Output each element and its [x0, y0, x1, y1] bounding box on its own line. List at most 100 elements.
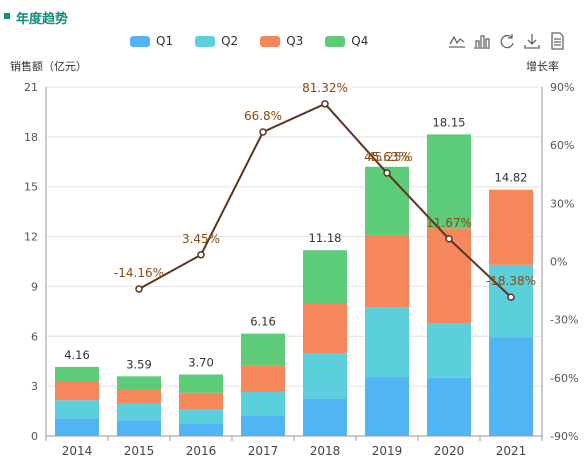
y-axis-title: 销售额（亿元） — [10, 59, 87, 73]
legend-item-q3[interactable]: Q3 — [260, 34, 303, 48]
y2-tick-label: 30% — [550, 197, 574, 210]
bar-q4[interactable] — [303, 250, 347, 304]
bar-q1[interactable] — [427, 377, 471, 436]
growth-rate-label: 45.63% — [364, 150, 410, 164]
growth-rate-label: -18.38% — [486, 274, 536, 288]
bar-chart-icon[interactable] — [473, 32, 491, 50]
bar-q4[interactable] — [365, 166, 409, 235]
legend-label-q4: Q4 — [351, 34, 369, 48]
growth-rate-label: 66.8% — [244, 109, 282, 123]
legend-item-q2[interactable]: Q2 — [195, 34, 238, 48]
bar-q3[interactable] — [365, 234, 409, 308]
bar-q1[interactable] — [55, 418, 99, 436]
y-tick-label: 15 — [24, 181, 38, 194]
bar-q2[interactable] — [303, 353, 347, 399]
bar-q3[interactable] — [241, 365, 285, 392]
growth-rate-label: 11.67% — [426, 216, 472, 230]
x-tick-label: 2014 — [62, 444, 93, 458]
y2-tick-label: -60% — [550, 372, 578, 385]
legend-swatch-q2 — [195, 35, 216, 47]
bar-q1[interactable] — [303, 398, 347, 436]
x-tick-label: 2018 — [310, 444, 341, 458]
y2-tick-label: 60% — [550, 139, 574, 152]
x-tick-label: 2021 — [496, 444, 527, 458]
legend-label-q1: Q1 — [156, 34, 174, 48]
total-label: 3.70 — [188, 356, 214, 370]
growth-rate-point[interactable] — [259, 128, 267, 136]
legend-swatch-q1 — [130, 35, 150, 47]
growth-rate-point[interactable] — [507, 293, 515, 301]
growth-rate-point[interactable] — [445, 235, 453, 243]
bar-q1[interactable] — [117, 420, 161, 436]
y-tick-label: 0 — [31, 430, 38, 443]
y-tick-label: 6 — [31, 330, 38, 343]
bar-q3[interactable] — [179, 392, 223, 410]
bar-q2[interactable] — [365, 307, 409, 378]
legend: Q1 Q2 Q3 Q4 — [130, 33, 368, 49]
legend-item-q4[interactable]: Q4 — [325, 34, 368, 48]
x-tick-label: 2015 — [124, 444, 155, 458]
legend-label-q2: Q2 — [221, 34, 239, 48]
y-tick-label: 9 — [31, 280, 38, 293]
bar-q3[interactable] — [427, 228, 471, 324]
growth-rate-point[interactable] — [383, 169, 391, 177]
growth-rate-label: -14.16% — [114, 266, 164, 280]
total-label: 4.16 — [64, 348, 90, 362]
bar-q1[interactable] — [489, 337, 533, 436]
total-label: 6.16 — [250, 315, 276, 329]
total-label: 3.59 — [126, 357, 152, 371]
download-icon[interactable] — [523, 32, 541, 50]
chart-header: 年度趋势 — [0, 0, 588, 34]
y2-tick-label: 90% — [550, 81, 574, 94]
bar-q4[interactable] — [241, 333, 285, 366]
bar-q3[interactable] — [303, 303, 347, 354]
growth-rate-point[interactable] — [197, 251, 205, 259]
bar-q1[interactable] — [179, 423, 223, 436]
bar-q4[interactable] — [427, 134, 471, 229]
x-tick-label: 2017 — [248, 444, 279, 458]
x-tick-label: 2019 — [372, 444, 403, 458]
growth-rate-point[interactable] — [135, 285, 143, 293]
bar-q3[interactable] — [55, 381, 99, 401]
y-tick-label: 12 — [24, 231, 38, 244]
y-tick-label: 21 — [24, 81, 38, 94]
bar-q1[interactable] — [365, 377, 409, 436]
title-marker — [4, 13, 10, 19]
bar-q4[interactable] — [179, 374, 223, 393]
growth-rate-label: 3.45% — [182, 232, 220, 246]
x-tick-label: 2016 — [186, 444, 217, 458]
bar-q3[interactable] — [117, 389, 161, 404]
chart-toolbox — [448, 32, 566, 50]
y-tick-label: 18 — [24, 131, 38, 144]
legend-label-q3: Q3 — [286, 34, 304, 48]
bar-q4[interactable] — [55, 366, 99, 382]
legend-swatch-q4 — [325, 35, 346, 47]
total-label: 18.15 — [433, 115, 466, 129]
y2-tick-label: -30% — [550, 314, 578, 327]
x-tick-label: 2020 — [434, 444, 465, 458]
bar-q2[interactable] — [241, 391, 285, 417]
line-chart-icon[interactable] — [448, 32, 466, 50]
bar-q2[interactable] — [117, 403, 161, 421]
bar-q2[interactable] — [55, 400, 99, 419]
bar-q2[interactable] — [179, 409, 223, 424]
chart-title: 年度趋势 — [16, 12, 69, 27]
data-view-icon[interactable] — [548, 32, 566, 50]
legend-swatch-q3 — [260, 35, 281, 47]
refresh-icon[interactable] — [498, 32, 516, 50]
total-label: 14.82 — [495, 171, 528, 185]
bar-q3[interactable] — [489, 189, 533, 265]
bar-q1[interactable] — [241, 416, 285, 436]
total-label: 11.18 — [309, 231, 342, 245]
bar-q4[interactable] — [117, 376, 161, 390]
y2-tick-label: 0% — [550, 256, 567, 269]
growth-rate-label: 81.32% — [302, 81, 348, 95]
y2-tick-label: -90% — [550, 430, 578, 443]
growth-rate-label-overlap: 45.25% — [367, 150, 413, 164]
bar-q2[interactable] — [489, 264, 533, 338]
growth-rate-point[interactable] — [321, 100, 329, 108]
legend-item-q1[interactable]: Q1 — [130, 34, 173, 48]
y-tick-label: 3 — [31, 380, 38, 393]
bar-q2[interactable] — [427, 323, 471, 378]
